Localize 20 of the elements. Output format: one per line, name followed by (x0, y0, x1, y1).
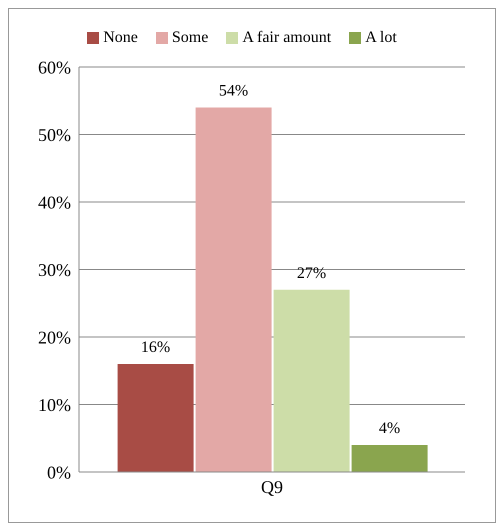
legend-label: None (102, 29, 138, 47)
x-tick-label: Q9 (261, 476, 283, 497)
bar (196, 108, 272, 472)
legend-label: Some (170, 29, 208, 47)
y-tick-label: 30% (38, 260, 71, 280)
y-tick-label: 10% (38, 394, 71, 415)
data-label: 16% (140, 339, 170, 356)
y-tick-label: 40% (38, 192, 71, 212)
data-label: 4% (378, 420, 400, 437)
y-tick-label: 50% (38, 124, 71, 145)
legend-label: A lot (364, 29, 397, 47)
bar (118, 364, 194, 472)
data-label: 27% (296, 264, 326, 282)
bar (274, 290, 350, 472)
y-tick-label: 20% (38, 327, 71, 348)
data-label: 54% (218, 82, 248, 100)
legend-label: A fair amount (241, 29, 332, 47)
y-tick-label: 60% (38, 57, 71, 78)
y-tick-label: 0% (47, 462, 71, 482)
bar (352, 445, 428, 472)
